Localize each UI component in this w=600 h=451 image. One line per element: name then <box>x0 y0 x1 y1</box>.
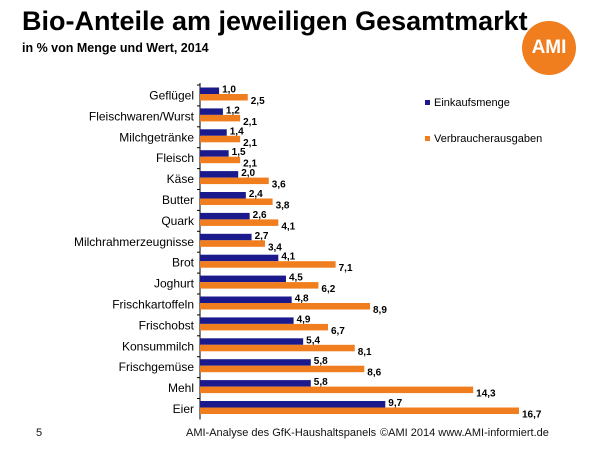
category-label: Käse <box>167 172 195 186</box>
value-label-einkaufsmenge: 5,4 <box>306 335 320 346</box>
value-label-verbraucherausgaben: 8,6 <box>367 368 381 379</box>
bar-verbraucherausgaben <box>200 365 365 373</box>
page-number: 5 <box>36 427 43 439</box>
category-label: Fleisch <box>156 151 194 165</box>
bar-einkaufsmenge <box>200 380 311 387</box>
value-label-verbraucherausgaben: 6,2 <box>321 284 335 295</box>
value-label-einkaufsmenge: 4,8 <box>295 294 309 305</box>
value-label-einkaufsmenge: 2,4 <box>249 189 263 200</box>
value-label-einkaufsmenge: 4,9 <box>297 314 311 325</box>
category-label: Mehl <box>168 381 194 395</box>
value-label-verbraucherausgaben: 3,6 <box>272 180 286 191</box>
value-label-einkaufsmenge: 5,8 <box>314 377 328 388</box>
value-label-verbraucherausgaben: 3,8 <box>276 201 290 212</box>
category-label: Geflügel <box>149 88 194 102</box>
category-label: Joghurt <box>154 277 195 291</box>
category-label: Brot <box>172 256 195 270</box>
category-label: Quark <box>161 214 195 228</box>
bar-einkaufsmenge <box>200 212 250 220</box>
bar-einkaufsmenge <box>200 171 239 178</box>
bar-einkaufsmenge <box>200 192 246 199</box>
category-label: Milchgetränke <box>119 130 194 144</box>
value-label-einkaufsmenge: 4,5 <box>289 273 303 284</box>
value-label-einkaufsmenge: 4,1 <box>281 252 295 263</box>
legend-marker-verbraucherausgaben <box>425 136 430 141</box>
value-label-verbraucherausgaben: 6,7 <box>331 326 345 337</box>
bar-verbraucherausgaben <box>200 323 328 331</box>
value-label-verbraucherausgaben: 2,1 <box>243 117 257 128</box>
category-label: Milchrahmerzeugnisse <box>74 235 194 249</box>
bar-einkaufsmenge <box>200 129 227 136</box>
bar-verbraucherausgaben <box>200 198 273 205</box>
category-label: Frischobst <box>139 318 195 332</box>
bar-einkaufsmenge <box>200 87 220 94</box>
value-label-verbraucherausgaben: 2,1 <box>243 138 257 149</box>
value-label-verbraucherausgaben: 4,1 <box>281 221 295 232</box>
bar-einkaufsmenge <box>200 150 229 157</box>
bar-verbraucherausgaben <box>200 156 241 164</box>
value-label-einkaufsmenge: 1,4 <box>230 126 244 137</box>
legend-marker-einkaufsmenge <box>425 100 430 105</box>
value-label-verbraucherausgaben: 14,3 <box>476 389 496 400</box>
value-label-einkaufsmenge: 1,0 <box>222 85 236 96</box>
value-label-einkaufsmenge: 1,2 <box>226 105 240 116</box>
bar-verbraucherausgaben <box>200 303 371 310</box>
category-label: Konsummilch <box>122 339 194 353</box>
value-label-verbraucherausgaben: 2,5 <box>251 96 265 107</box>
value-label-einkaufsmenge: 9,7 <box>388 398 402 409</box>
bar-verbraucherausgaben <box>200 386 474 394</box>
value-label-verbraucherausgaben: 2,1 <box>243 159 257 170</box>
value-label-einkaufsmenge: 5,8 <box>314 356 328 367</box>
value-label-einkaufsmenge: 2,0 <box>241 168 255 179</box>
category-label: Frischgemüse <box>119 360 195 374</box>
ami-logo: AMI <box>522 21 576 75</box>
copyright-note: ©AMI 2014 www.AMI-informiert.de <box>380 427 549 439</box>
bar-verbraucherausgaben <box>200 135 241 143</box>
source-note: AMI-Analyse des GfK-Haushaltspanels <box>186 427 377 439</box>
chart-title: Bio-Anteile am jeweiligen Gesamtmarkt <box>22 6 528 36</box>
bar-einkaufsmenge <box>200 359 311 366</box>
bar-verbraucherausgaben <box>200 94 248 101</box>
value-label-verbraucherausgaben: 3,4 <box>268 242 282 253</box>
bar-verbraucherausgaben <box>200 261 336 268</box>
bar-einkaufsmenge <box>200 296 292 303</box>
category-label: Fleischwaren/Wurst <box>89 109 195 123</box>
value-label-verbraucherausgaben: 16,7 <box>522 410 542 421</box>
value-label-einkaufsmenge: 2,7 <box>255 231 269 242</box>
value-label-verbraucherausgaben: 8,1 <box>358 347 372 358</box>
bar-verbraucherausgaben <box>200 177 269 185</box>
bar-verbraucherausgaben <box>200 114 241 122</box>
bar-verbraucherausgaben <box>200 240 265 247</box>
bar-einkaufsmenge <box>200 254 279 262</box>
value-label-einkaufsmenge: 1,5 <box>232 147 246 158</box>
chart-subtitle: in % von Menge und Wert, 2014 <box>22 41 209 55</box>
bar-einkaufsmenge <box>200 338 304 345</box>
bar-verbraucherausgaben <box>200 282 319 289</box>
bar-verbraucherausgaben <box>200 344 355 352</box>
bar-einkaufsmenge <box>200 108 223 115</box>
value-label-einkaufsmenge: 2,6 <box>253 210 267 221</box>
bar-verbraucherausgaben <box>200 407 519 414</box>
bar-einkaufsmenge <box>200 317 294 324</box>
value-label-verbraucherausgaben: 7,1 <box>339 263 353 274</box>
bar-einkaufsmenge <box>200 233 252 241</box>
bar-verbraucherausgaben <box>200 219 279 226</box>
category-label: Frischkartoffeln <box>112 297 194 311</box>
bar-einkaufsmenge <box>200 401 386 408</box>
legend-label-verbraucherausgaben: Verbraucherausgaben <box>434 133 542 145</box>
value-label-verbraucherausgaben: 8,9 <box>373 305 387 316</box>
category-label: Eier <box>173 402 194 416</box>
bar-einkaufsmenge <box>200 275 286 283</box>
legend-label-einkaufsmenge: Einkaufsmenge <box>434 97 510 109</box>
category-label: Butter <box>162 193 194 207</box>
